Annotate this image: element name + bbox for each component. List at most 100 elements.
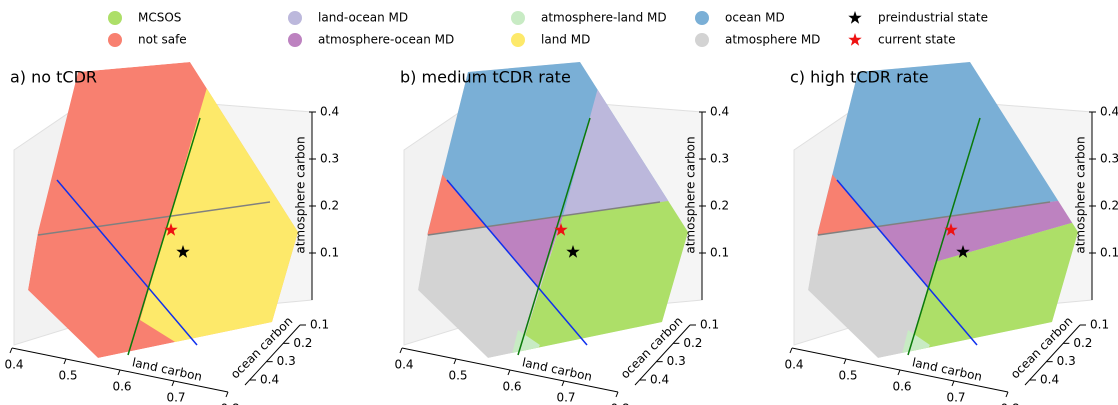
legend-marker — [288, 33, 302, 47]
legend-marker — [108, 11, 122, 25]
x-tick-label: 0.4 — [784, 358, 803, 372]
x-tick — [561, 380, 565, 387]
regions — [28, 62, 298, 358]
x-tick — [9, 347, 13, 354]
legend-marker — [108, 33, 122, 47]
y-tick-label: 0.2 — [683, 336, 702, 350]
x-tick — [843, 358, 847, 365]
boundary — [836, 179, 978, 346]
boundary — [446, 179, 588, 346]
y-tick-label: 0.1 — [1090, 318, 1109, 332]
z-axis-label: atmosphere carbon — [684, 136, 698, 253]
legend-label: atmosphere-ocean MD — [318, 33, 454, 47]
x-tick-label: 0.7 — [166, 391, 185, 405]
legend-label: atmosphere MD — [725, 33, 820, 47]
z-axis-label: atmosphere carbon — [294, 136, 308, 253]
state-marker — [164, 223, 178, 236]
y-tick-label: 0.4 — [260, 373, 279, 387]
panel-title: b) medium tCDR rate — [400, 68, 571, 87]
z-tick-label: 0.1 — [320, 246, 339, 260]
boundary — [56, 179, 198, 346]
legend-label: land MD — [541, 33, 590, 47]
legend-marker — [511, 33, 525, 47]
x-tick-label: 0.6 — [892, 380, 911, 394]
x-tick — [1005, 391, 1009, 398]
legend-label: not safe — [138, 33, 187, 47]
x-tick — [615, 391, 619, 398]
y-axis — [634, 324, 691, 386]
legend-marker — [511, 11, 525, 25]
legend-label: current state — [878, 33, 956, 47]
legend-label: ocean MD — [725, 11, 785, 25]
x-tick-label: 0.5 — [58, 369, 77, 383]
x-tick-label: 0.8 — [220, 402, 239, 405]
z-axis-label: atmosphere carbon — [1074, 136, 1088, 253]
z-tick-label: 0.2 — [1100, 199, 1118, 213]
legend-label: preindustrial state — [878, 11, 988, 25]
x-tick — [117, 369, 121, 376]
x-tick-label: 0.5 — [838, 369, 857, 383]
panel-title: a) no tCDR — [10, 68, 97, 87]
x-tick-label: 0.8 — [1000, 402, 1019, 405]
boundary — [127, 117, 201, 356]
y-tick-label: 0.1 — [310, 318, 329, 332]
state-marker — [944, 223, 958, 236]
legend-label: MCSOS — [138, 11, 181, 25]
x-tick — [63, 358, 67, 365]
z-tick-label: 0.1 — [1100, 246, 1118, 260]
state-marker — [176, 245, 190, 258]
state-marker — [956, 245, 970, 258]
state-marker — [566, 245, 580, 258]
boundary — [907, 117, 981, 356]
x-tick-label: 0.4 — [394, 358, 413, 372]
legend-marker — [695, 33, 709, 47]
legend-marker — [848, 11, 862, 24]
y-tick-label: 0.4 — [650, 373, 669, 387]
z-tick-label: 0.4 — [710, 105, 729, 119]
regions — [418, 62, 688, 358]
y-tick-label: 0.3 — [667, 354, 686, 368]
legend-label: atmosphere-land MD — [541, 11, 667, 25]
legend-label: land-ocean MD — [318, 11, 408, 25]
z-tick-label: 0.3 — [710, 152, 729, 166]
z-tick-label: 0.3 — [320, 152, 339, 166]
x-tick — [171, 380, 175, 387]
x-tick — [507, 369, 511, 376]
legend-marker — [288, 11, 302, 25]
x-tick-label: 0.4 — [4, 358, 23, 372]
x-tick — [399, 347, 403, 354]
boundary — [817, 201, 1051, 236]
x-tick-label: 0.6 — [502, 380, 521, 394]
z-tick-label: 0.2 — [320, 199, 339, 213]
y-axis — [244, 324, 301, 386]
x-tick-label: 0.8 — [610, 402, 629, 405]
z-tick-label: 0.1 — [710, 246, 729, 260]
y-tick-label: 0.2 — [1073, 336, 1092, 350]
y-axis — [1024, 324, 1081, 386]
x-tick — [951, 380, 955, 387]
x-tick-label: 0.6 — [112, 380, 131, 394]
z-tick-label: 0.4 — [320, 105, 339, 119]
boundary — [37, 201, 271, 236]
legend-marker — [695, 11, 709, 25]
boundary — [517, 117, 591, 356]
x-tick — [897, 369, 901, 376]
z-tick-label: 0.3 — [1100, 152, 1118, 166]
x-tick — [225, 391, 229, 398]
region — [140, 62, 298, 345]
x-tick — [453, 358, 457, 365]
y-tick-label: 0.4 — [1040, 373, 1059, 387]
y-tick-label: 0.3 — [1057, 354, 1076, 368]
x-tick — [789, 347, 793, 354]
z-tick-label: 0.4 — [1100, 105, 1118, 119]
y-tick-label: 0.1 — [700, 318, 719, 332]
x-tick-label: 0.7 — [946, 391, 965, 405]
boundary — [427, 201, 661, 236]
y-tick-label: 0.2 — [293, 336, 312, 350]
legend-marker — [848, 33, 862, 46]
z-tick-label: 0.2 — [710, 199, 729, 213]
